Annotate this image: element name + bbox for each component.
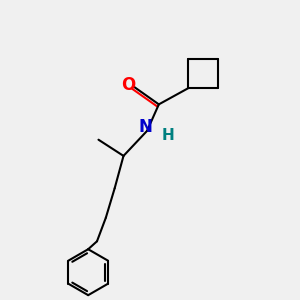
Text: H: H xyxy=(161,128,174,143)
Text: O: O xyxy=(122,76,136,94)
Text: N: N xyxy=(139,118,152,136)
